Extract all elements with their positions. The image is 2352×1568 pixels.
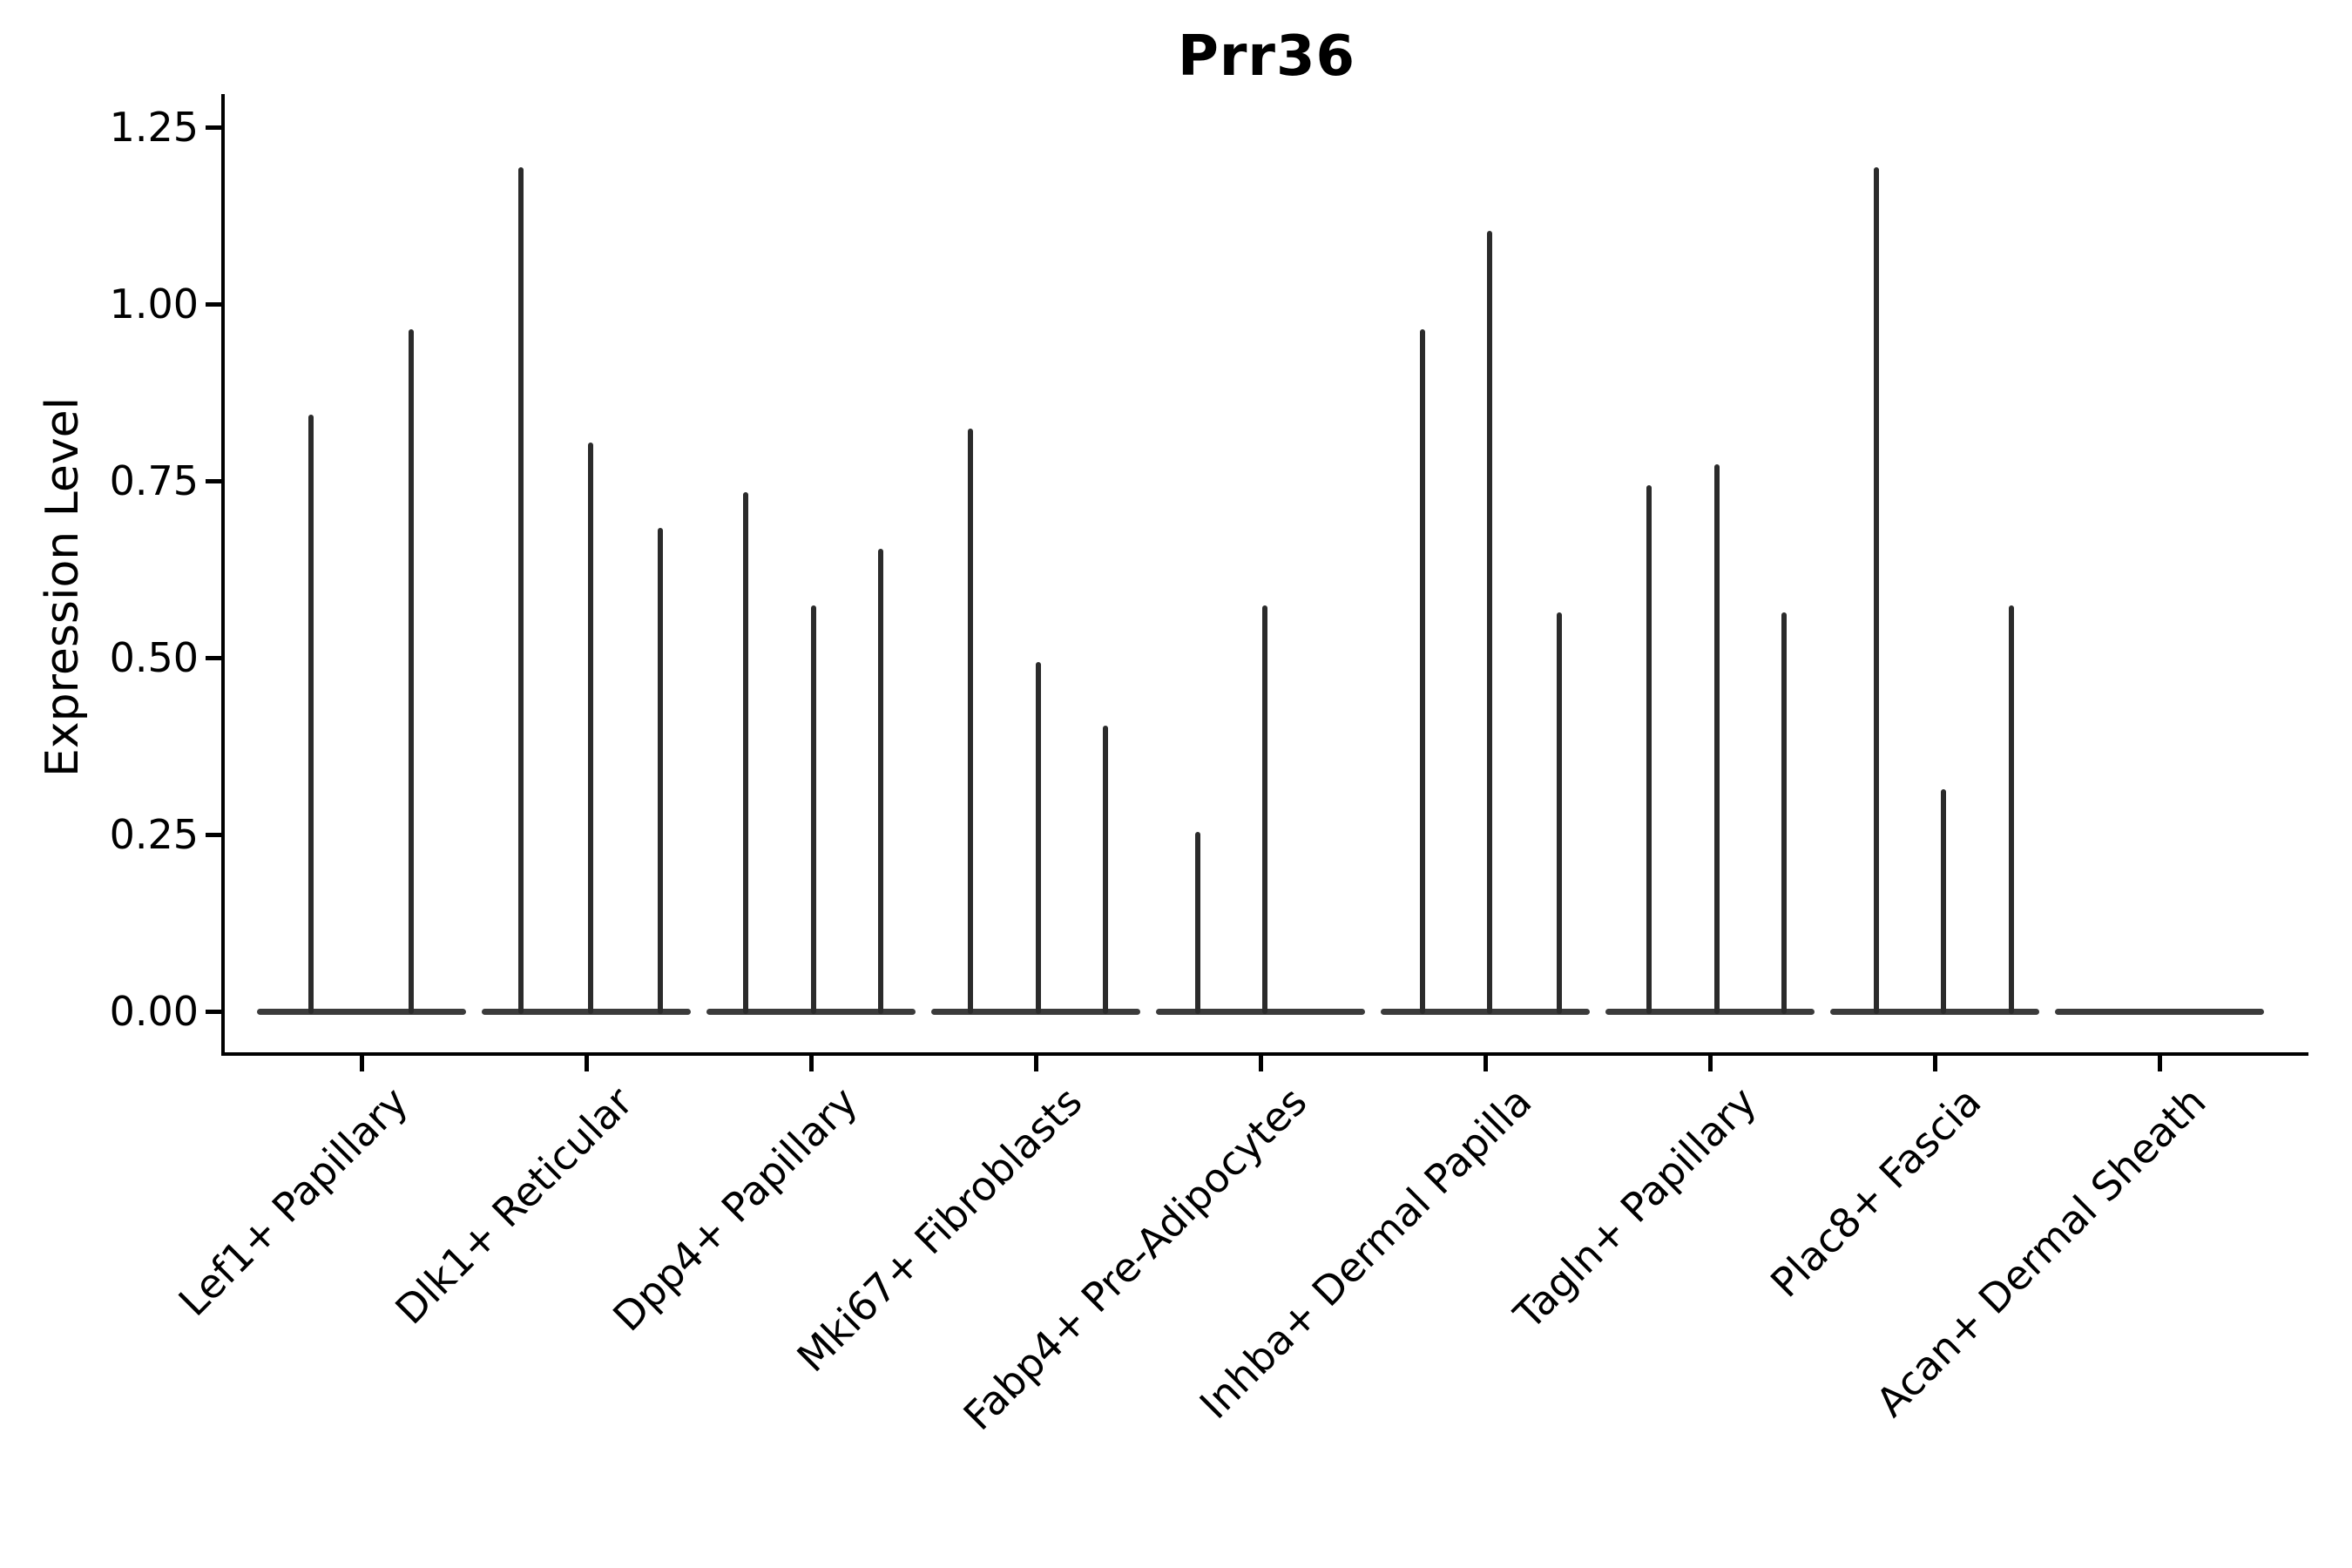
violin-spike	[1035, 662, 1041, 1014]
chart-title: Prr36	[1177, 24, 1356, 89]
x-tick	[584, 1056, 589, 1071]
violin-spike	[658, 527, 664, 1014]
y-tick-label: 0.75	[109, 457, 199, 504]
violin-spike	[308, 414, 314, 1014]
x-tick	[2157, 1056, 2162, 1071]
x-tick-label: Plac8+ Fascia	[1761, 1078, 1990, 1307]
violin-spike	[518, 166, 524, 1014]
bottom-spine	[221, 1052, 2308, 1056]
violin-spike	[1646, 485, 1652, 1014]
y-tick-label: 1.00	[109, 280, 199, 328]
violin-spike	[1102, 726, 1108, 1014]
violin-spike	[1487, 230, 1493, 1014]
x-tick	[359, 1056, 364, 1071]
violin-spike	[1941, 789, 1947, 1014]
violin-spike	[2008, 605, 2014, 1014]
violin-spike	[1557, 612, 1563, 1014]
y-tick	[206, 832, 225, 837]
x-tick	[1932, 1056, 1937, 1071]
violin-spike	[588, 443, 594, 1014]
y-tick	[206, 1009, 225, 1014]
violin-baseline	[1381, 1008, 1590, 1015]
x-tick-label: Lef1+ Papillary	[169, 1078, 417, 1326]
violin-spike	[968, 429, 974, 1014]
x-tick-label: Tagln+ Papillary	[1504, 1078, 1766, 1339]
y-tick	[206, 125, 225, 130]
violin-spike	[1262, 605, 1268, 1014]
x-tick	[1033, 1056, 1038, 1071]
y-tick-label: 0.25	[109, 811, 199, 858]
violin-spike	[743, 492, 749, 1014]
violin-baseline	[1830, 1008, 2039, 1015]
x-tick-label: Dpp4+ Papillary	[604, 1078, 867, 1341]
x-tick	[1258, 1056, 1263, 1071]
violin-spike	[408, 329, 414, 1014]
x-tick-label: Dlk1+ Reticular	[386, 1078, 642, 1334]
y-tick-label: 0.00	[109, 988, 199, 1035]
x-tick	[808, 1056, 814, 1071]
left-spine	[221, 94, 225, 1056]
violin-spike	[1419, 329, 1425, 1014]
violin-spike	[1713, 463, 1720, 1014]
violin-baseline	[482, 1008, 691, 1015]
violin-spike	[1194, 832, 1200, 1014]
y-tick-label: 1.25	[109, 104, 199, 151]
y-tick-label: 0.50	[109, 634, 199, 681]
violin-baseline	[257, 1008, 466, 1015]
violin-spike	[1873, 166, 1879, 1014]
x-tick	[1707, 1056, 1713, 1071]
y-tick	[206, 655, 225, 660]
y-tick	[206, 478, 225, 483]
violin-spike	[810, 605, 816, 1014]
x-tick	[1483, 1056, 1488, 1071]
violin-spike	[1781, 612, 1788, 1014]
violin-spike	[877, 549, 883, 1014]
violin-baseline	[2055, 1008, 2264, 1015]
y-tick	[206, 301, 225, 307]
violin-baseline	[1605, 1008, 1815, 1015]
violin-baseline	[1156, 1008, 1365, 1015]
